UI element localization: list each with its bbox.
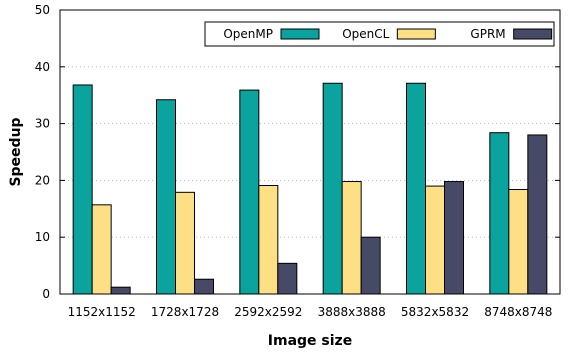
legend: OpenMP OpenCL GPRM bbox=[204, 21, 555, 47]
bar-opencl-5832x5832 bbox=[425, 185, 445, 295]
legend-box bbox=[204, 21, 555, 47]
bar-gprm-1152x1152 bbox=[110, 286, 131, 295]
legend-label-openmp: OpenMP bbox=[223, 27, 273, 41]
x-tick-label-4: 5832x5832 bbox=[401, 305, 469, 319]
bar-openmp-3888x3888 bbox=[322, 82, 343, 295]
legend-label-gprm: GPRM bbox=[470, 27, 505, 41]
bar-gprm-2592x2592 bbox=[277, 262, 298, 295]
y-axis-label: Speedup bbox=[8, 117, 24, 186]
x-tick-label-1: 1728x1728 bbox=[151, 305, 219, 319]
grid-lines bbox=[60, 66, 560, 238]
x-tick-label-5: 8748x8748 bbox=[484, 305, 552, 319]
bar-opencl-1728x1728 bbox=[175, 191, 195, 295]
bar-openmp-8748x8748 bbox=[489, 132, 510, 295]
bar-openmp-1728x1728 bbox=[156, 99, 176, 295]
y-tick-label-2: 20 bbox=[35, 173, 50, 187]
bar-opencl-2592x2592 bbox=[258, 185, 279, 295]
legend-swatch-openmp bbox=[280, 28, 320, 40]
x-axis-label: Image size bbox=[268, 333, 352, 349]
x-axis-ticks: 1152x1152 1728x1728 2592x2592 3888x3888 5832… bbox=[68, 305, 553, 319]
y-tick-label-5: 50 bbox=[35, 3, 50, 17]
y-tick-label-4: 40 bbox=[35, 60, 50, 74]
bar-gprm-1728x1728 bbox=[194, 278, 214, 295]
bar-opencl-1152x1152 bbox=[91, 204, 112, 295]
bar-gprm-5832x5832 bbox=[444, 181, 464, 295]
y-tick-label-0: 0 bbox=[42, 287, 50, 301]
bars bbox=[72, 82, 548, 295]
legend-swatch-gprm bbox=[513, 28, 553, 40]
y-tick-label-1: 10 bbox=[35, 230, 50, 244]
x-tick-label-3: 3888x3888 bbox=[318, 305, 386, 319]
bar-gprm-8748x8748 bbox=[527, 134, 548, 295]
x-tick-label-2: 2592x2592 bbox=[234, 305, 302, 319]
legend-swatch-opencl bbox=[396, 28, 436, 40]
y-axis-ticks: 0 10 20 30 40 50 bbox=[35, 3, 560, 301]
bar-openmp-2592x2592 bbox=[239, 89, 260, 295]
bar-opencl-3888x3888 bbox=[341, 181, 362, 295]
bar-openmp-1152x1152 bbox=[72, 84, 93, 295]
plot-frame bbox=[59, 9, 561, 295]
bar-openmp-5832x5832 bbox=[406, 82, 426, 295]
bar-opencl-8748x8748 bbox=[508, 188, 529, 295]
x-tick-label-0: 1152x1152 bbox=[68, 305, 136, 319]
y-tick-label-3: 30 bbox=[35, 117, 50, 131]
legend-label-opencl: OpenCL bbox=[342, 27, 389, 41]
bar-gprm-3888x3888 bbox=[360, 236, 381, 295]
